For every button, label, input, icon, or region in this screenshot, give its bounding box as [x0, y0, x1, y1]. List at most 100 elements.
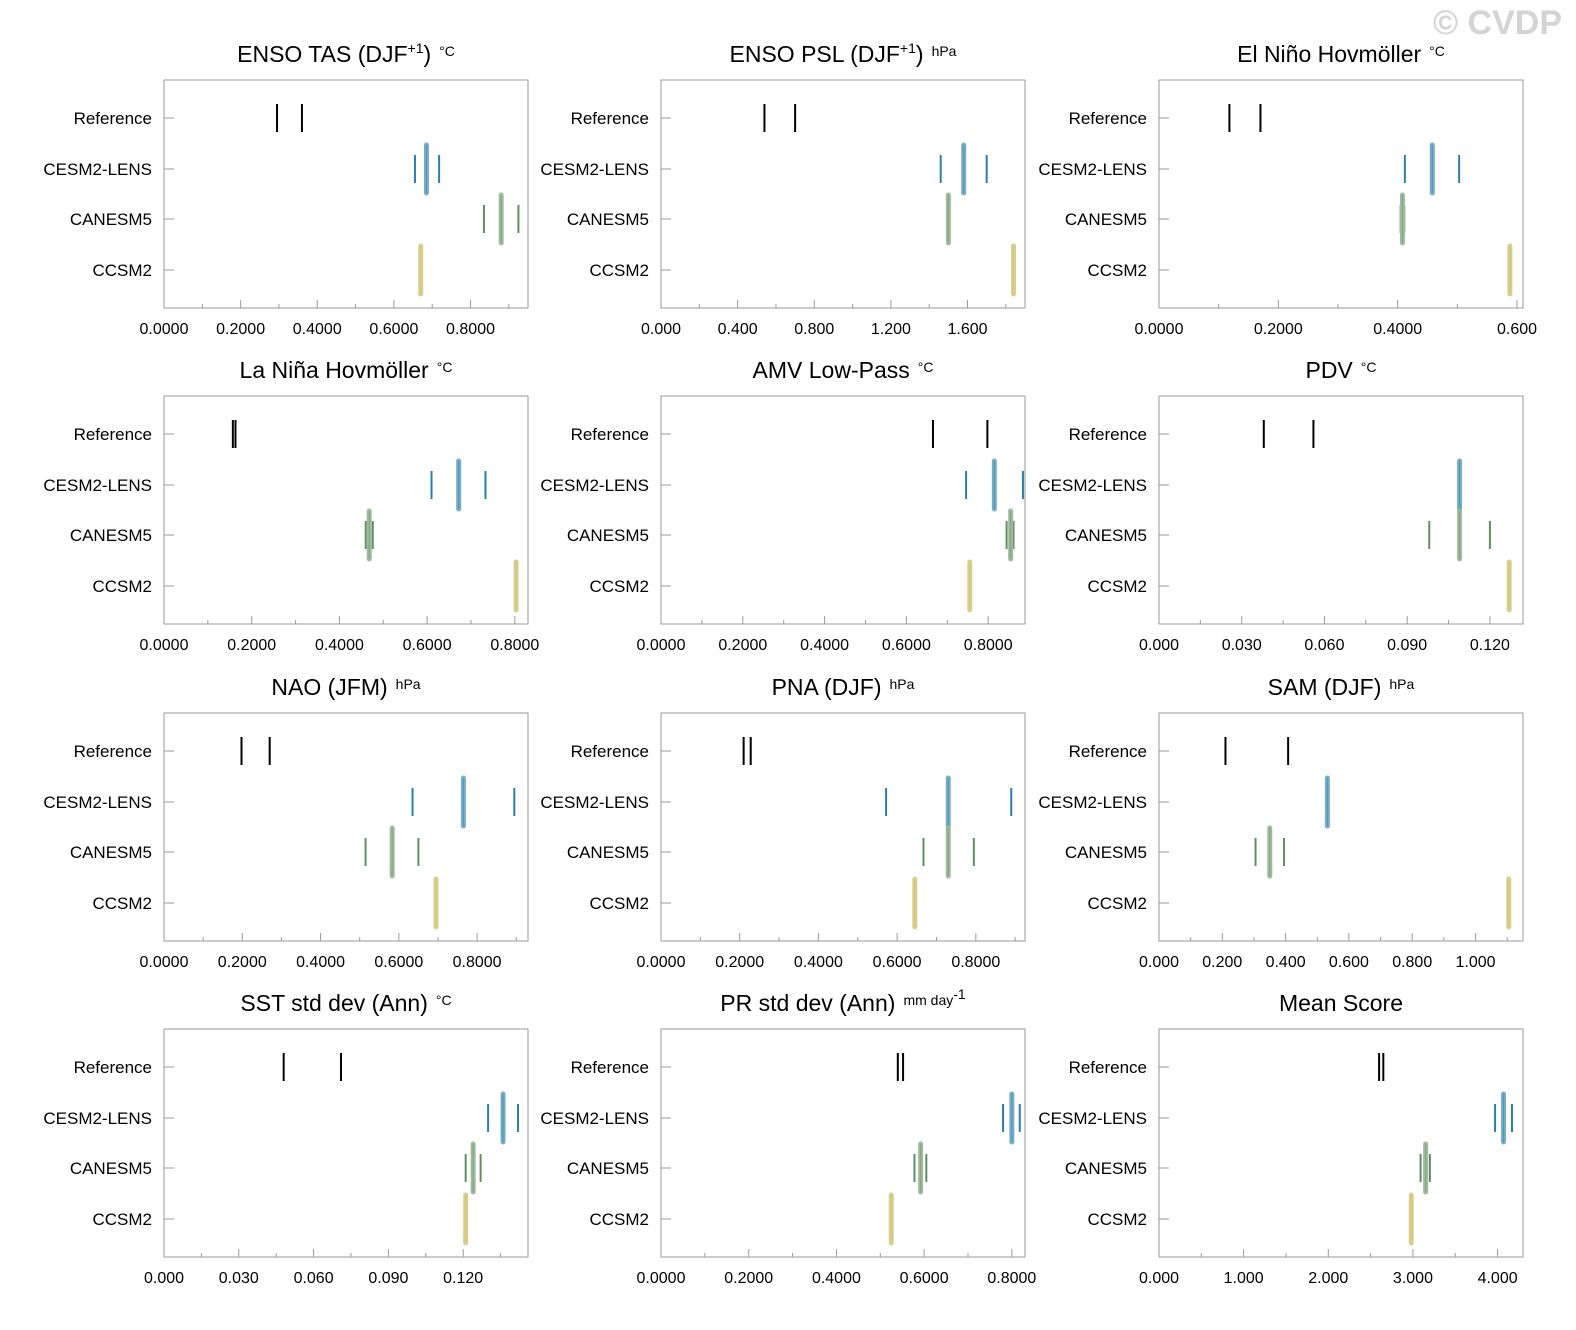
- chart-title: NAO (JFM) hPa: [271, 674, 420, 700]
- x-tick-label: 0.8000: [964, 637, 1013, 654]
- chart-units: °C: [918, 359, 934, 375]
- x-tick-label: 2.000: [1308, 1270, 1348, 1287]
- chart-title: PR std dev (Ann) mm day-1: [720, 986, 966, 1016]
- x-tick-label: 0.4000: [1373, 321, 1422, 338]
- category-label: Reference: [74, 1058, 152, 1077]
- chart-panel: AMV Low-Pass °C Reference CESM2-LENS CANESM5…: [540, 357, 1026, 654]
- chart-title: ENSO TAS (DJF+1) °C: [237, 40, 455, 67]
- x-tick-label: 0.4000: [315, 637, 364, 654]
- category-label: CANESM5: [70, 843, 152, 862]
- chart-panel: ENSO PSL (DJF+1) hPa Reference CESM2-LENS CA…: [540, 40, 1026, 338]
- category-label: Reference: [1069, 742, 1147, 761]
- chart-title-text: SAM (DJF): [1268, 674, 1382, 700]
- chart-title: La Niña Hovmöller °C: [240, 357, 453, 383]
- category-label: Reference: [74, 425, 152, 444]
- category-label: CESM2-LENS: [43, 1109, 152, 1128]
- chart-units: hPa: [889, 676, 914, 692]
- category-label: CANESM5: [1065, 1159, 1147, 1178]
- chart-units: °C: [1361, 359, 1377, 375]
- x-tick-label: 0.6000: [403, 637, 452, 654]
- category-label: CANESM5: [567, 1159, 649, 1178]
- x-tick-label: 0.120: [1470, 637, 1510, 654]
- x-tick-label: 0.060: [1304, 637, 1344, 654]
- category-label: CCSM2: [1087, 894, 1147, 913]
- x-tick-label: 0.0000: [1135, 321, 1184, 338]
- chart-title-text: NAO (JFM): [271, 674, 387, 700]
- category-label: CESM2-LENS: [1038, 1109, 1147, 1128]
- chart-title-text: ENSO TAS (DJF: [237, 41, 407, 67]
- category-label: CCSM2: [589, 261, 649, 280]
- x-tick-label: 0.0000: [637, 954, 686, 971]
- chart-title-superscript: +1: [900, 40, 916, 56]
- chart-panel: La Niña Hovmöller °C Reference CESM2-LENS CA…: [43, 357, 539, 654]
- category-label: CESM2-LENS: [43, 476, 152, 495]
- category-label: CESM2-LENS: [43, 793, 152, 812]
- x-tick-label: 0.090: [1387, 637, 1427, 654]
- category-label: CANESM5: [567, 843, 649, 862]
- category-label: CCSM2: [1087, 261, 1147, 280]
- category-label: CCSM2: [92, 1210, 152, 1229]
- chart-units: mm day: [903, 992, 953, 1008]
- x-tick-label: 0.2000: [715, 954, 764, 971]
- x-tick-label: 0.090: [368, 1270, 408, 1287]
- plot-frame: [660, 1028, 1026, 1258]
- category-label: CESM2-LENS: [1038, 793, 1147, 812]
- plot-frame: [660, 79, 1026, 309]
- chart-units: hPa: [932, 43, 957, 59]
- x-tick-label: 0.200: [1202, 954, 1242, 971]
- chart-title: PDV °C: [1305, 357, 1376, 383]
- plot-frame: [1158, 712, 1524, 942]
- x-tick-label: 3.000: [1393, 1270, 1433, 1287]
- x-tick-label: 0.8000: [951, 954, 1000, 971]
- category-label: CANESM5: [70, 1159, 152, 1178]
- x-tick-label: 0.000: [144, 1270, 184, 1287]
- x-tick-label: 0.800: [1392, 954, 1432, 971]
- chart-title: SST std dev (Ann) °C: [240, 990, 451, 1016]
- x-tick-label: 0.4000: [812, 1270, 861, 1287]
- category-label: CESM2-LENS: [540, 160, 649, 179]
- watermark: © CVDP: [1433, 4, 1562, 42]
- x-tick-label: 0.0000: [637, 1270, 686, 1287]
- x-tick-label: 0.2000: [724, 1270, 773, 1287]
- category-label: CCSM2: [92, 261, 152, 280]
- category-label: CCSM2: [589, 577, 649, 596]
- category-label: CCSM2: [589, 894, 649, 913]
- category-label: Reference: [1069, 1058, 1147, 1077]
- category-label: CESM2-LENS: [1038, 160, 1147, 179]
- category-label: CANESM5: [70, 210, 152, 229]
- chart-title-text: PNA (DJF): [772, 674, 882, 700]
- category-label: CANESM5: [70, 526, 152, 545]
- category-label: CESM2-LENS: [540, 1109, 649, 1128]
- x-tick-label: 0.8000: [453, 954, 502, 971]
- chart-title-superscript: +1: [408, 40, 424, 56]
- category-label: Reference: [571, 109, 649, 128]
- chart-title-text: PR std dev (Ann): [720, 990, 895, 1016]
- x-tick-label: 0.0000: [140, 954, 189, 971]
- chart-title-text: AMV Low-Pass: [753, 357, 910, 383]
- chart-panel: PDV °C Reference CESM2-LENS CANESM5 CCSM2 0.00…: [1038, 357, 1524, 654]
- category-label: CANESM5: [567, 526, 649, 545]
- x-tick-label: 0.600: [1329, 954, 1369, 971]
- chart-title: El Niño Hovmöller °C: [1237, 41, 1445, 67]
- category-label: CESM2-LENS: [43, 160, 152, 179]
- chart-title: Mean Score: [1279, 990, 1403, 1016]
- category-label: CCSM2: [92, 577, 152, 596]
- x-tick-label: 0.030: [1222, 637, 1262, 654]
- chart-panel: SST std dev (Ann) °C Reference CESM2-LENS CA…: [43, 990, 529, 1287]
- category-label: CANESM5: [1065, 210, 1147, 229]
- x-tick-label: 0.000: [641, 321, 681, 338]
- chart-units-superscript: -1: [953, 986, 966, 1002]
- x-tick-label: 1.200: [871, 321, 911, 338]
- x-tick-label: 0.8000: [987, 1270, 1036, 1287]
- category-label: Reference: [1069, 109, 1147, 128]
- x-tick-label: 0.000: [1139, 1270, 1179, 1287]
- category-label: CCSM2: [589, 1210, 649, 1229]
- x-tick-label: 0.400: [1266, 954, 1306, 971]
- x-tick-label: 0.120: [443, 1270, 483, 1287]
- category-label: Reference: [1069, 425, 1147, 444]
- x-tick-label: 0.6000: [369, 321, 418, 338]
- chart-panel: ENSO TAS (DJF+1) °C Reference CESM2-LENS CAN…: [43, 40, 529, 338]
- x-tick-label: 0.000: [1139, 954, 1179, 971]
- chart-title-text: Mean Score: [1279, 990, 1403, 1016]
- category-label: CCSM2: [92, 894, 152, 913]
